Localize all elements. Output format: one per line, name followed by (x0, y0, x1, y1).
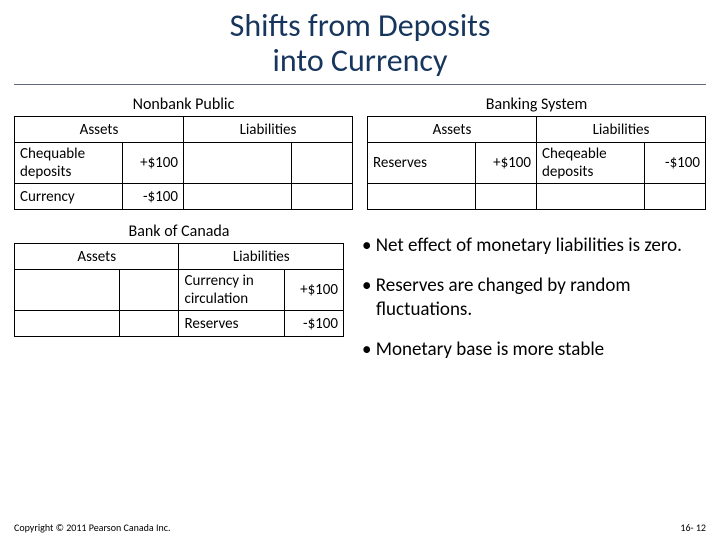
table-row: Currency -$100 (15, 184, 353, 210)
top-tables-row: Nonbank Public Assets Liabilities Chequa… (0, 95, 720, 210)
cell-liab-amount: +$100 (284, 270, 343, 311)
cell-asset-label: Reserves (368, 143, 476, 184)
header-assets: Assets (15, 117, 184, 143)
cell-asset-label (15, 270, 120, 311)
table-row: Reserves -$100 (15, 311, 344, 337)
bullet-list: Net effect of monetary liabilities is ze… (362, 222, 706, 377)
banking-title: Banking System (367, 95, 706, 114)
title-line-2: into Currency (0, 43, 720, 78)
table-header-row: Assets Liabilities (368, 117, 706, 143)
cell-asset-label (368, 184, 476, 210)
cell-liab-amount (645, 184, 706, 210)
page-number: 16- 12 (680, 521, 706, 534)
boc-title: Bank of Canada (14, 222, 344, 241)
nonbank-table-wrap: Nonbank Public Assets Liabilities Chequa… (14, 95, 353, 210)
cell-asset-amount (120, 311, 179, 337)
header-liabilities: Liabilities (183, 117, 352, 143)
table-row: Currency in circulation +$100 (15, 270, 344, 311)
nonbank-title: Nonbank Public (14, 95, 353, 114)
banking-table: Assets Liabilities Reserves +$100 Cheqea… (367, 116, 706, 210)
table-header-row: Assets Liabilities (15, 244, 344, 270)
cell-asset-label: Chequable deposits (15, 143, 123, 184)
table-row: Reserves +$100 Cheqeable deposits -$100 (368, 143, 706, 184)
header-liabilities: Liabilities (179, 244, 344, 270)
cell-asset-label: Currency (15, 184, 123, 210)
header-liabilities: Liabilities (536, 117, 705, 143)
header-assets: Assets (15, 244, 179, 270)
cell-liab-amount (292, 184, 353, 210)
table-row (368, 184, 706, 210)
table-row: Chequable deposits +$100 (15, 143, 353, 184)
cell-liab-amount (292, 143, 353, 184)
banking-table-wrap: Banking System Assets Liabilities Reserv… (367, 95, 706, 210)
cell-asset-amount: +$100 (123, 143, 184, 184)
table-header-row: Assets Liabilities (15, 117, 353, 143)
cell-liab-label: Reserves (179, 311, 284, 337)
boc-table: Assets Liabilities Currency in circulati… (14, 243, 344, 337)
title-line-1: Shifts from Deposits (0, 8, 720, 43)
cell-asset-amount: -$100 (123, 184, 184, 210)
copyright-text: Copyright © 2011 Pearson Canada Inc. (14, 521, 170, 534)
bullet-item: Reserves are changed by random fluctuati… (362, 274, 706, 322)
cell-liab-amount: -$100 (284, 311, 343, 337)
cell-liab-label: Currency in circulation (179, 270, 284, 311)
nonbank-table: Assets Liabilities Chequable deposits +$… (14, 116, 353, 210)
header-assets: Assets (368, 117, 537, 143)
boc-table-wrap: Bank of Canada Assets Liabilities Curren… (14, 222, 344, 377)
bullet-item: Monetary base is more stable (362, 338, 706, 362)
cell-liab-amount: -$100 (645, 143, 706, 184)
cell-asset-amount (476, 184, 537, 210)
cell-liab-label: Cheqeable deposits (536, 143, 644, 184)
lower-row: Bank of Canada Assets Liabilities Curren… (0, 210, 720, 377)
cell-asset-amount: +$100 (476, 143, 537, 184)
title-rule (14, 84, 706, 85)
cell-liab-label (183, 143, 291, 184)
slide-title-block: Shifts from Deposits into Currency (0, 0, 720, 78)
cell-asset-label (15, 311, 120, 337)
cell-liab-label (183, 184, 291, 210)
cell-asset-amount (120, 270, 179, 311)
cell-liab-label (536, 184, 644, 210)
bullet-item: Net effect of monetary liabilities is ze… (362, 234, 706, 258)
